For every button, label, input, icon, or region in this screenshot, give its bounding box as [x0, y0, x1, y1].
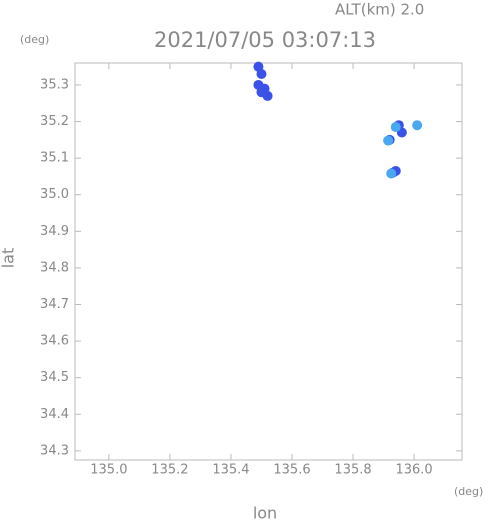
echo-point — [412, 120, 423, 131]
y-tick-label: 35.0 — [40, 187, 69, 202]
x-tick-label: 135.8 — [334, 463, 371, 478]
y-tick-label: 34.7 — [40, 297, 69, 312]
y-tick-label: 34.4 — [40, 407, 69, 422]
x-tick-label: 135.0 — [90, 463, 127, 478]
y-tick-label: 35.1 — [40, 151, 69, 166]
y-tick-label: 34.9 — [40, 224, 69, 239]
y-tick-label: 34.5 — [40, 370, 69, 385]
echo-point — [262, 90, 273, 101]
y-tick-label: 35.3 — [40, 77, 69, 92]
y-unit: (deg) — [20, 33, 49, 46]
echo-point — [390, 122, 401, 133]
echo-point — [386, 168, 397, 179]
y-tick-label: 34.6 — [40, 334, 69, 349]
plot-frame — [74, 62, 463, 461]
x-tick-label: 135.2 — [151, 463, 188, 478]
y-tick-label: 35.2 — [40, 114, 69, 129]
chart-title: 2021/07/05 03:07:13 — [154, 28, 376, 52]
x-tick-label: 135.6 — [273, 463, 310, 478]
y-label: lat — [0, 248, 18, 269]
x-unit: (deg) — [454, 485, 483, 498]
x-tick-label: 136.0 — [395, 463, 432, 478]
y-tick-label: 34.3 — [40, 443, 69, 458]
y-tick-label: 34.8 — [40, 260, 69, 275]
x-tick-label: 135.4 — [212, 463, 249, 478]
echo-point — [256, 68, 267, 79]
subtitle: ALT(km) 2.0 — [335, 1, 424, 19]
echo-point — [383, 135, 394, 146]
x-label: lon — [253, 504, 277, 521]
